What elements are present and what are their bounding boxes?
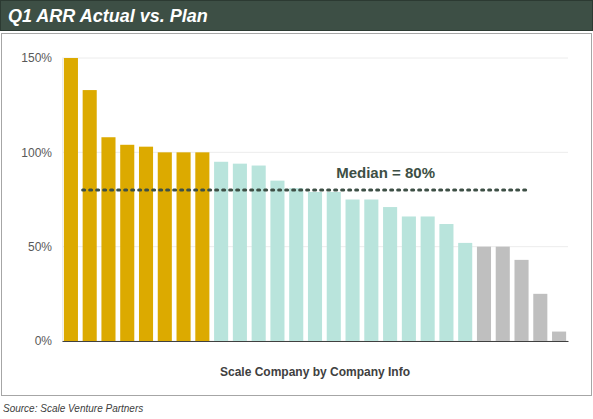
bar — [252, 166, 266, 341]
y-axis: 0% 50% 100% 150% — [21, 51, 62, 348]
x-axis-title: Scale Company by Company Info — [220, 365, 410, 379]
y-tick: 50% — [28, 240, 62, 254]
bar — [477, 247, 491, 341]
source: Source: Scale Venture Partners — [3, 403, 143, 414]
y-tick-label: 0% — [35, 334, 53, 348]
bar — [346, 200, 360, 342]
title-bar — [1, 1, 593, 31]
x-axis-line — [63, 341, 569, 342]
x-axis — [63, 341, 569, 343]
bar — [120, 145, 134, 341]
bar — [64, 58, 78, 341]
bar — [177, 152, 191, 341]
bar — [308, 192, 322, 341]
bar — [83, 90, 97, 341]
y-tick: 0% — [35, 334, 62, 348]
grid-line — [62, 152, 568, 153]
chart-frame — [2, 34, 592, 396]
bar — [364, 200, 378, 342]
bar — [289, 188, 303, 341]
title: Q1 ARR Actual vs. Plan — [8, 6, 208, 26]
grid — [62, 58, 568, 341]
bar — [383, 207, 397, 341]
y-tick-label: 100% — [21, 146, 52, 160]
bar — [158, 152, 172, 341]
bar — [552, 332, 566, 341]
bar — [270, 181, 284, 341]
annotation: Median = 80% — [83, 164, 529, 190]
bar — [195, 152, 209, 341]
y-axis-line — [62, 59, 63, 342]
y-tick-label: 50% — [28, 240, 52, 254]
bar — [514, 260, 528, 341]
bars — [64, 58, 566, 341]
annotation-text: Median = 80% — [336, 164, 435, 181]
median-line — [83, 189, 529, 192]
bar — [101, 137, 115, 341]
chart: Q1 ARR Actual vs. Plan 0% 50% 100% 150% Media… — [0, 0, 593, 419]
bar — [139, 147, 153, 341]
bar — [458, 243, 472, 341]
bar — [439, 224, 453, 341]
bar — [421, 216, 435, 341]
bar — [496, 247, 510, 341]
y-tick: 150% — [21, 51, 62, 65]
bar — [402, 216, 416, 341]
grid-line — [62, 58, 568, 59]
bar — [533, 294, 547, 341]
bar — [327, 192, 341, 341]
y-tick: 100% — [21, 146, 62, 160]
y-tick-label: 150% — [21, 51, 52, 65]
